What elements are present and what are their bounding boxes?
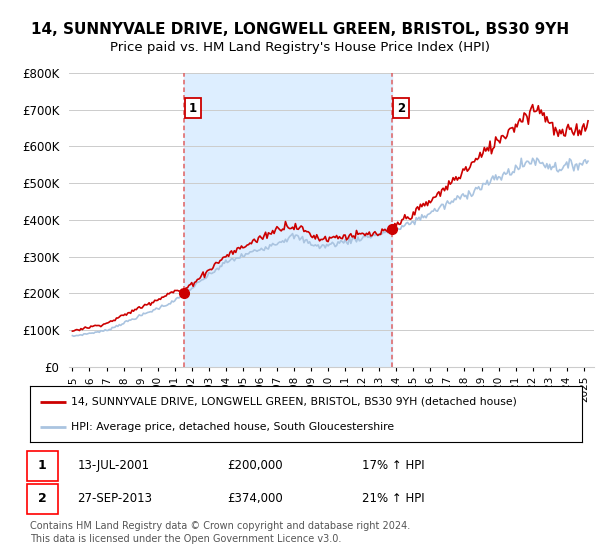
FancyBboxPatch shape — [27, 483, 58, 514]
Text: HPI: Average price, detached house, South Gloucestershire: HPI: Average price, detached house, Sout… — [71, 422, 395, 432]
Text: 27-SEP-2013: 27-SEP-2013 — [77, 492, 152, 505]
Text: 17% ↑ HPI: 17% ↑ HPI — [362, 459, 425, 472]
Bar — [184, 73, 392, 367]
Text: 14, SUNNYVALE DRIVE, LONGWELL GREEN, BRISTOL, BS30 9YH (detached house): 14, SUNNYVALE DRIVE, LONGWELL GREEN, BRI… — [71, 396, 517, 407]
Text: This data is licensed under the Open Government Licence v3.0.: This data is licensed under the Open Gov… — [30, 534, 341, 544]
Text: 13-JUL-2001: 13-JUL-2001 — [77, 459, 150, 472]
Text: 1: 1 — [38, 459, 46, 472]
Text: £200,000: £200,000 — [227, 459, 283, 472]
Text: 21% ↑ HPI: 21% ↑ HPI — [362, 492, 425, 505]
Text: Price paid vs. HM Land Registry's House Price Index (HPI): Price paid vs. HM Land Registry's House … — [110, 41, 490, 54]
Text: Contains HM Land Registry data © Crown copyright and database right 2024.: Contains HM Land Registry data © Crown c… — [30, 521, 410, 531]
Text: 1: 1 — [189, 101, 197, 115]
Text: 14, SUNNYVALE DRIVE, LONGWELL GREEN, BRISTOL, BS30 9YH: 14, SUNNYVALE DRIVE, LONGWELL GREEN, BRI… — [31, 22, 569, 38]
Text: 2: 2 — [397, 101, 405, 115]
Text: £374,000: £374,000 — [227, 492, 283, 505]
Text: 2: 2 — [38, 492, 46, 505]
FancyBboxPatch shape — [27, 451, 58, 481]
